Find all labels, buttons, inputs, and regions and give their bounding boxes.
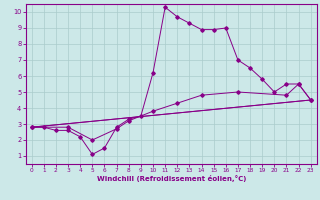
X-axis label: Windchill (Refroidissement éolien,°C): Windchill (Refroidissement éolien,°C)	[97, 175, 246, 182]
